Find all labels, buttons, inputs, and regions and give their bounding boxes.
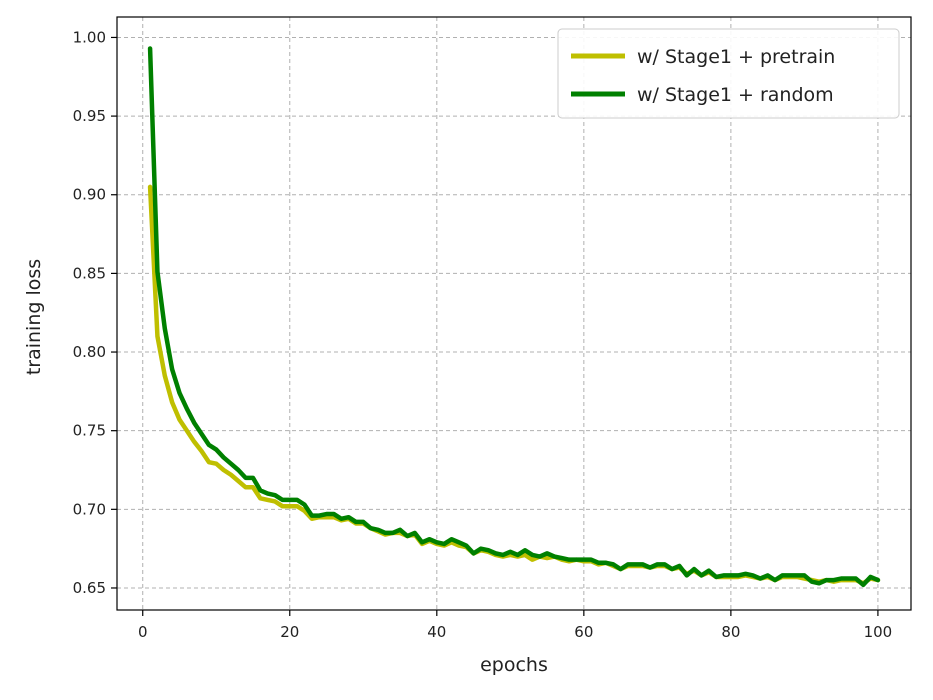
x-tick-label: 40 [427,623,446,641]
x-tick-label: 20 [280,623,299,641]
x-tick-label: 100 [864,623,893,641]
series-group [147,46,881,588]
y-tick-label: 0.80 [73,343,106,361]
x-axis: 0 20 40 60 80 100 [138,610,892,641]
legend: w/ Stage1 + pretrain w/ Stage1 + random [557,28,900,119]
legend-label-pretrain: w/ Stage1 + pretrain [637,46,835,68]
y-tick-label: 0.65 [73,579,106,597]
y-tick-label: 0.90 [73,186,106,204]
y-axis-label: training loss [23,259,45,375]
y-tick-label: 0.85 [73,264,106,282]
y-axis: 0.65 0.70 0.75 0.80 0.85 0.90 0.95 1.00 [73,28,117,597]
legend-box [557,28,900,119]
y-tick-label: 0.70 [73,500,106,518]
plot-area [116,16,912,611]
x-tick-label: 0 [138,623,148,641]
x-axis-label: epochs [480,654,548,676]
y-tick-label: 0.95 [73,107,106,125]
series-line-random [147,46,881,588]
x-tick-label: 60 [574,623,593,641]
legend-label-random: w/ Stage1 + random [637,84,834,106]
x-tick-label: 80 [721,623,740,641]
y-tick-label: 1.00 [73,28,106,46]
y-tick-label: 0.75 [73,422,106,440]
series-line-pretrain [147,184,881,586]
